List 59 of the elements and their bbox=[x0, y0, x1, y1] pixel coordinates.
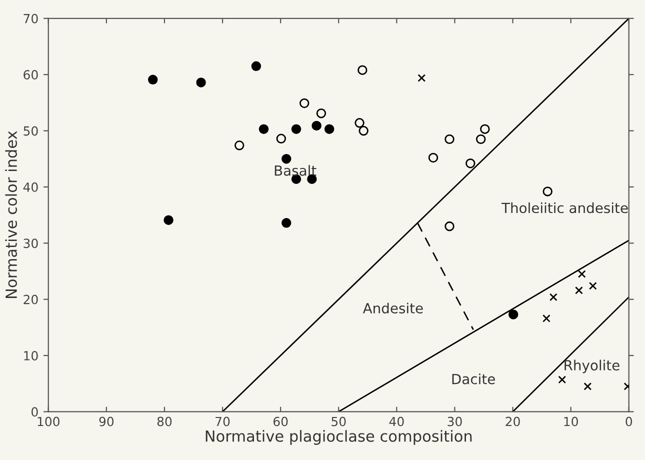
point bbox=[508, 310, 518, 320]
point bbox=[418, 74, 426, 82]
y-tick-label: 50 bbox=[24, 126, 38, 136]
point bbox=[549, 293, 558, 302]
x-tick-label: 60 bbox=[273, 416, 288, 426]
y-tick-label: 40 bbox=[23, 182, 38, 192]
x-tick-label: 70 bbox=[216, 416, 230, 426]
point bbox=[316, 108, 326, 118]
point bbox=[476, 134, 486, 144]
annotation: Rhyolite bbox=[564, 360, 620, 374]
point bbox=[542, 186, 552, 196]
y-tick-label: 0 bbox=[32, 407, 38, 417]
y-tick-label: 30 bbox=[24, 238, 38, 248]
x-tick-label: 90 bbox=[99, 416, 114, 426]
x-tick-label: 20 bbox=[506, 416, 520, 426]
x-tick-label: 40 bbox=[389, 416, 404, 426]
x-tick-label: 10 bbox=[564, 416, 578, 426]
x-tick-label: 80 bbox=[157, 416, 172, 426]
point bbox=[542, 314, 550, 322]
x-tick-label: 30 bbox=[448, 416, 462, 426]
point bbox=[300, 98, 310, 108]
x-tick-label: 0 bbox=[626, 416, 632, 426]
point bbox=[234, 140, 244, 150]
y-tick-label: 20 bbox=[24, 294, 38, 304]
point bbox=[196, 78, 206, 88]
y-tick-label: 10 bbox=[24, 350, 38, 360]
point bbox=[584, 382, 592, 390]
point bbox=[480, 124, 490, 134]
x-tick-label: 100 bbox=[38, 416, 60, 426]
point bbox=[428, 152, 438, 163]
y-tick-label: 70 bbox=[24, 14, 38, 24]
point bbox=[148, 74, 158, 85]
point bbox=[558, 376, 566, 384]
point bbox=[282, 154, 292, 164]
point bbox=[282, 218, 292, 228]
x-axis-title: Normative plagioclase composition bbox=[206, 430, 472, 445]
point bbox=[251, 61, 262, 72]
y-axis-title: Normative color index bbox=[5, 131, 18, 298]
point bbox=[575, 286, 583, 294]
point bbox=[258, 124, 269, 134]
point bbox=[588, 282, 597, 290]
point bbox=[291, 124, 302, 134]
y-tick-label: 60 bbox=[24, 70, 38, 80]
annotation: Basalt bbox=[274, 165, 316, 176]
annotation: Andesite bbox=[362, 302, 423, 314]
point bbox=[358, 126, 368, 136]
point bbox=[578, 270, 586, 278]
annotation: Tholeiitic andesite bbox=[501, 202, 628, 214]
point bbox=[444, 221, 454, 232]
x-tick-label: 50 bbox=[332, 416, 346, 426]
point bbox=[358, 65, 368, 75]
point bbox=[324, 124, 334, 134]
annotation: Dacite bbox=[452, 374, 495, 384]
point bbox=[466, 158, 476, 168]
point bbox=[276, 134, 286, 144]
point bbox=[354, 118, 364, 128]
point bbox=[312, 120, 322, 131]
point bbox=[444, 134, 454, 144]
point bbox=[164, 215, 174, 225]
